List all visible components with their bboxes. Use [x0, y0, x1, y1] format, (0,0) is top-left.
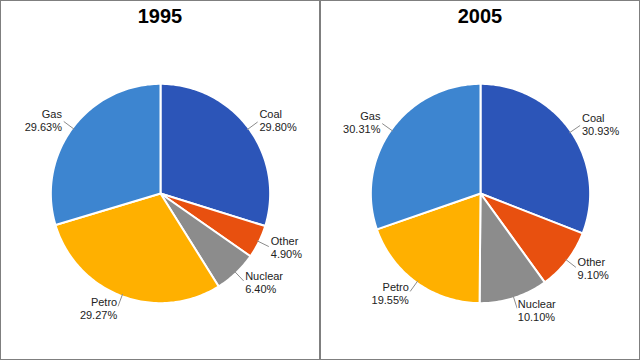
html-text:2005: 2005 [457, 5, 503, 27]
svg-text:Gas30.31%: Gas30.31% [343, 110, 381, 135]
svg-text:Nuclear6.40%: Nuclear6.40% [245, 270, 283, 295]
svg-text:Coal29.80%: Coal29.80% [259, 108, 297, 133]
svg-text:Petro29.27%: Petro29.27% [80, 296, 118, 321]
svg-text:Gas29.63%: Gas29.63% [25, 108, 63, 133]
svg-text:Other4.90%: Other4.90% [271, 235, 302, 260]
svg-text:Nuclear10.10%: Nuclear10.10% [518, 298, 556, 323]
svg-text:Coal30.93%: Coal30.93% [582, 112, 620, 137]
html-text:1995: 1995 [137, 5, 183, 27]
svg-text:Petro19.55%: Petro19.55% [372, 281, 410, 306]
svg-text:Other9.10%: Other9.10% [578, 256, 609, 281]
